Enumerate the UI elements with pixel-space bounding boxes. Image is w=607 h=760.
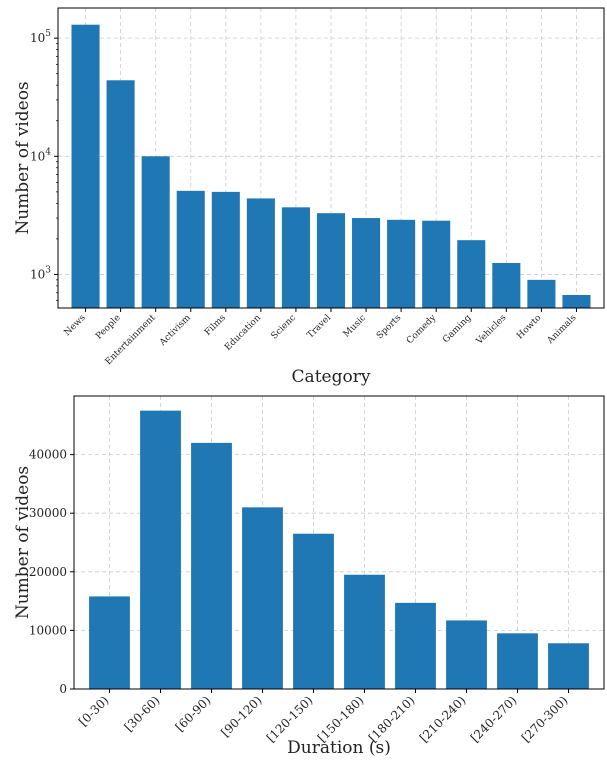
bar [344, 574, 385, 689]
x-tick-label: [0-30) [76, 693, 112, 729]
x-tick-label: Education [223, 313, 263, 353]
bar [211, 191, 240, 308]
y-tick-label: 104 [30, 147, 51, 163]
bar-series [89, 410, 589, 689]
x-tick-label: [240-270) [468, 693, 520, 745]
x-tick-label: [30-60) [122, 693, 163, 734]
x-tick-label: [270-300) [519, 693, 571, 745]
x-tick-label: Activism [157, 313, 193, 349]
bar [446, 620, 487, 689]
bar [395, 602, 436, 689]
y-tick-label: 20000 [29, 565, 67, 579]
y-axis-ticks: 0 10000 20000 30000 40000 [29, 448, 74, 696]
bar [316, 213, 346, 308]
bar-series [71, 24, 591, 308]
bar [141, 156, 170, 308]
x-tick-label: Gaming [441, 313, 473, 345]
duration-bar-chart: 0 10000 20000 30000 40000 [0-30) [30-60) [60-9… [13, 395, 605, 758]
x-axis-ticks: [0-30) [30-60) [60-90) [90-120) [120-150) [15… [76, 689, 571, 745]
x-axis-label: Duration (s) [287, 738, 391, 758]
x-tick-label: Scienc [270, 313, 298, 341]
bar [106, 80, 135, 308]
bar [422, 220, 451, 308]
bar [176, 190, 205, 308]
y-tick-label: 105 [30, 29, 51, 45]
plot-frame [73, 395, 605, 690]
x-tick-label: Sports [375, 313, 403, 341]
bar [89, 596, 130, 689]
bar [242, 507, 283, 689]
x-tick-label: People [94, 313, 123, 342]
x-tick-label: Animals [545, 313, 579, 347]
bar [497, 633, 538, 689]
bar [387, 219, 416, 308]
x-axis-label: Category [292, 367, 371, 387]
y-tick-label: 10000 [29, 623, 67, 637]
bar [457, 240, 486, 308]
y-axis-label: Number of videos [13, 81, 33, 234]
bar [352, 218, 381, 308]
bar [492, 262, 521, 308]
x-tick-label: News [63, 313, 88, 338]
x-tick-label: Travel [306, 313, 334, 341]
x-tick-label: [210-240) [417, 693, 469, 745]
x-tick-label: Music [342, 313, 369, 340]
x-tick-label: [60-90) [173, 693, 214, 734]
y-axis-ticks: 103 104 105 [30, 29, 58, 302]
y-axis-label: Number of videos [13, 466, 33, 619]
bar [548, 643, 589, 689]
x-tick-label: Comedy [405, 312, 439, 346]
bar [246, 198, 275, 308]
y-tick-label: 30000 [29, 506, 67, 520]
y-tick-label: 0 [59, 682, 67, 696]
bar [191, 442, 232, 689]
x-tick-label: Films [203, 313, 228, 338]
y-tick-label: 103 [30, 265, 51, 281]
x-tick-label: Vehicles [474, 313, 509, 348]
bar [71, 24, 100, 308]
x-tick-label: Howto [515, 313, 543, 341]
bar [140, 410, 181, 689]
bar [527, 279, 556, 308]
bar [293, 533, 334, 689]
y-tick-label: 40000 [29, 448, 67, 462]
x-tick-label: [90-120) [218, 693, 264, 739]
bar [281, 207, 310, 308]
bar [562, 294, 591, 308]
